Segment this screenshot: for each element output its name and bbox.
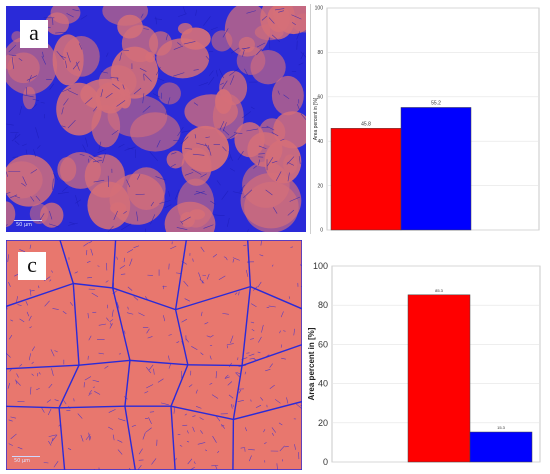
scale-bar-a xyxy=(14,220,42,221)
data-label-blue: 15.3 xyxy=(497,425,506,430)
y-tick-label: 0 xyxy=(320,228,323,234)
data-label-blue: 55.2 xyxy=(431,100,441,106)
data-label-red: 85.3 xyxy=(435,288,444,293)
micrograph-c: c 50 μm xyxy=(6,240,302,470)
y-tick-label: 60 xyxy=(317,94,323,100)
y-axis-label: Area percent in [%] xyxy=(313,97,319,140)
scale-bar-c xyxy=(12,456,40,457)
panel-label-a: a xyxy=(20,20,48,48)
y-tick-label: 60 xyxy=(318,339,328,349)
y-tick-label: 100 xyxy=(315,6,324,12)
y-tick-label: 80 xyxy=(318,300,328,310)
micrograph-c-image xyxy=(6,240,302,470)
bar-blue xyxy=(400,107,472,231)
y-tick-label: 40 xyxy=(317,139,323,145)
scale-bar-label-c: 50 μm xyxy=(14,458,31,464)
bar-red xyxy=(330,128,402,231)
panel-label-c: c xyxy=(18,252,46,280)
y-tick-label: 40 xyxy=(318,379,328,389)
y-axis-label: Area percent in [%] xyxy=(307,327,316,400)
bar-red xyxy=(407,294,471,463)
y-tick-label: 0 xyxy=(323,457,328,467)
bar-blue xyxy=(469,431,533,463)
y-tick-label: 100 xyxy=(313,261,328,271)
data-label-red: 45.8 xyxy=(361,121,371,127)
y-tick-label: 20 xyxy=(317,183,323,189)
y-tick-label: 20 xyxy=(318,418,328,428)
scale-bar-label-a: 50 μm xyxy=(16,222,33,228)
micrograph-a: a 50 μm xyxy=(6,6,306,232)
micrograph-a-image xyxy=(6,6,306,232)
y-tick-label: 80 xyxy=(317,50,323,56)
